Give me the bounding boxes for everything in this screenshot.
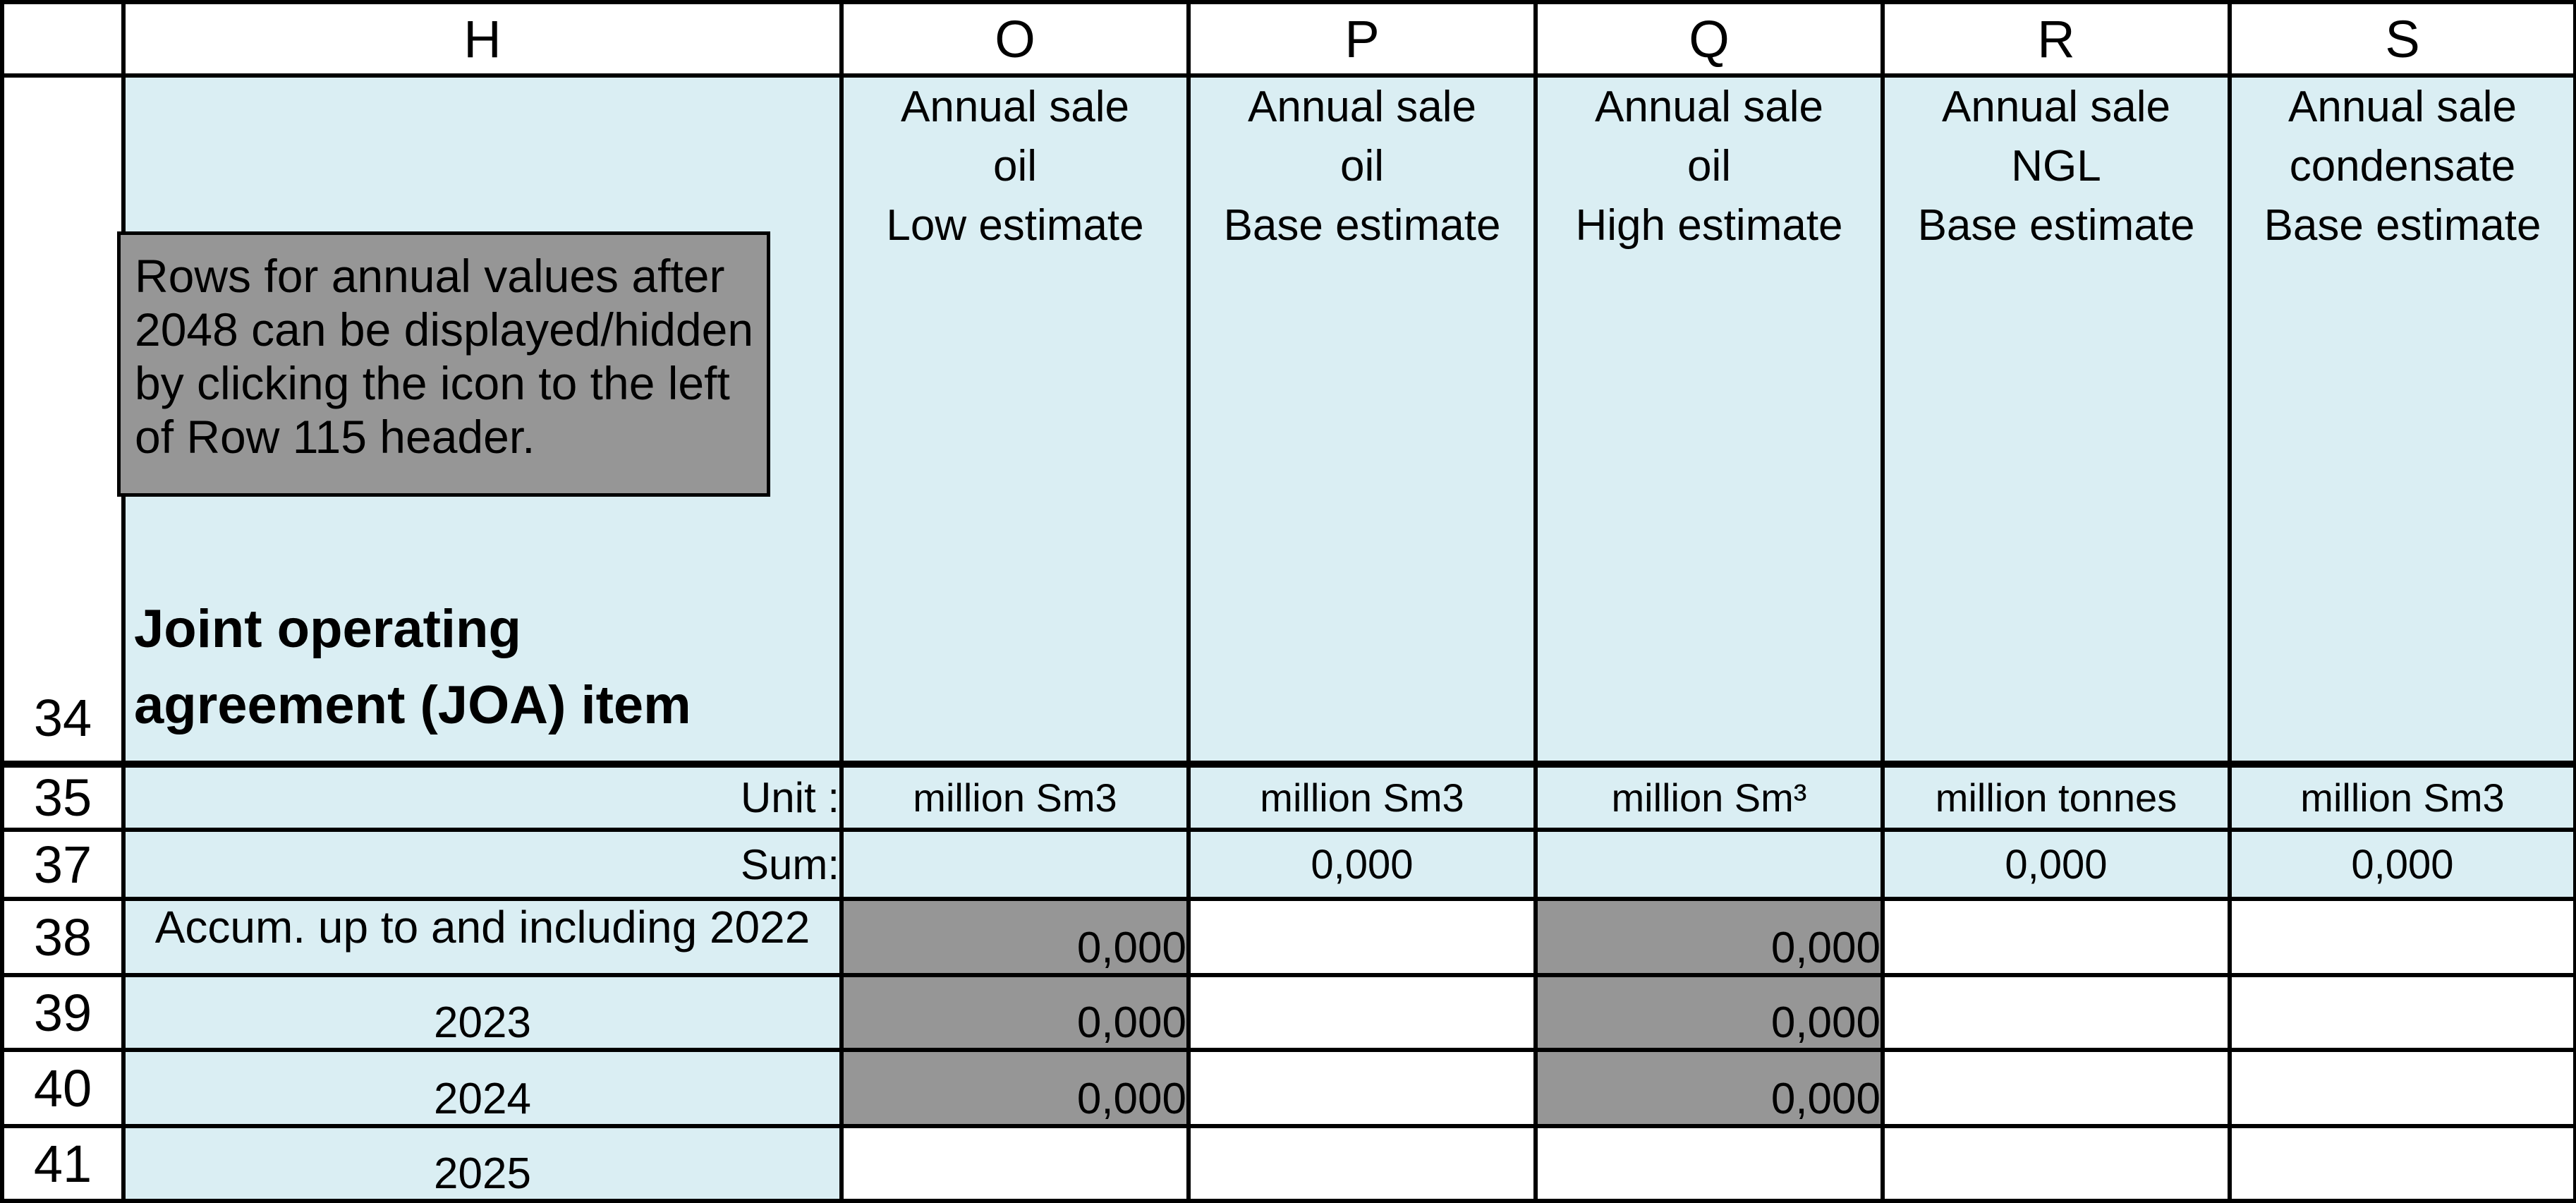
- cell-o38[interactable]: 0,000: [839, 897, 1191, 977]
- sum-row: 37 Sum: 0,000 0,000 0,000: [0, 828, 2576, 901]
- cell-q40[interactable]: 0,000: [1533, 1048, 1885, 1128]
- header-cell-p[interactable]: Annual sale oil Base estimate: [1186, 73, 1538, 768]
- unit-o[interactable]: million Sm3: [839, 762, 1191, 832]
- joa-item-title: Joint operating agreement (JOA) item: [128, 591, 837, 757]
- row-label-accum[interactable]: Accum. up to and including 2022: [121, 897, 844, 977]
- row-header-40[interactable]: 40: [0, 1048, 126, 1128]
- cell-p39[interactable]: [1186, 973, 1538, 1052]
- cell-q38[interactable]: 0,000: [1533, 897, 1885, 977]
- row-header-39[interactable]: 39: [0, 973, 126, 1052]
- joa-title-line-1: Joint operating: [134, 599, 521, 659]
- header-s-line-2: condensate: [2289, 142, 2516, 191]
- cell-q39[interactable]: 0,000: [1533, 973, 1885, 1052]
- column-header-q[interactable]: Q: [1533, 0, 1885, 78]
- cell-o40[interactable]: 0,000: [839, 1048, 1191, 1128]
- header-cell-s[interactable]: Annual sale condensate Base estimate: [2228, 73, 2576, 768]
- cell-r41[interactable]: [1881, 1124, 2232, 1203]
- header-o-line-1: Annual sale: [900, 83, 1130, 131]
- table-row: 41 2025: [0, 1124, 2576, 1203]
- column-header-s[interactable]: S: [2228, 0, 2576, 78]
- cell-p41[interactable]: [1186, 1124, 1538, 1203]
- unit-label[interactable]: Unit :: [121, 762, 844, 832]
- row-header-35[interactable]: 35: [0, 762, 126, 832]
- note-line-2: 2048 can be displayed/hidden: [135, 303, 754, 356]
- row-label-2025[interactable]: 2025: [121, 1124, 844, 1203]
- cell-s41[interactable]: [2228, 1124, 2576, 1203]
- header-o-line-2: oil: [992, 142, 1038, 191]
- unit-s[interactable]: million Sm3: [2228, 762, 2576, 832]
- sum-p[interactable]: 0,000: [1186, 828, 1538, 901]
- cell-s38[interactable]: [2228, 897, 2576, 977]
- sum-r[interactable]: 0,000: [1881, 828, 2232, 901]
- header-s-line-1: Annual sale: [2288, 83, 2517, 131]
- header-q-line-2: oil: [1687, 142, 1732, 191]
- select-all-corner[interactable]: [0, 0, 126, 78]
- header-s-line-3: Base estimate: [2264, 201, 2541, 250]
- row-header-34[interactable]: 34: [0, 73, 126, 768]
- note-line-3: by clicking the icon to the left: [135, 357, 730, 409]
- table-row: 39 2023 0,000 0,000: [0, 973, 2576, 1052]
- cell-o41[interactable]: [839, 1124, 1191, 1203]
- column-header-row: H O P Q R S: [0, 0, 2576, 78]
- header-r-line-1: Annual sale: [1941, 83, 2171, 131]
- cell-s40[interactable]: [2228, 1048, 2576, 1128]
- header-r-line-3: Base estimate: [1917, 201, 2195, 250]
- header-cell-q[interactable]: Annual sale oil High estimate: [1533, 73, 1885, 768]
- comment-note-box[interactable]: Rows for annual values after 2048 can be…: [117, 231, 770, 497]
- cell-o39[interactable]: 0,000: [839, 973, 1191, 1052]
- row-header-37[interactable]: 37: [0, 828, 126, 901]
- row-header-38[interactable]: 38: [0, 897, 126, 977]
- header-q-line-3: High estimate: [1575, 201, 1843, 250]
- sum-label[interactable]: Sum:: [121, 828, 844, 901]
- joa-title-line-2: agreement (JOA) item: [134, 675, 691, 735]
- row-label-2024[interactable]: 2024: [121, 1048, 844, 1128]
- column-header-o[interactable]: O: [839, 0, 1191, 78]
- header-p-line-1: Annual sale: [1247, 83, 1477, 131]
- unit-p[interactable]: million Sm3: [1186, 762, 1538, 832]
- note-line-4: of Row 115 header.: [135, 411, 535, 463]
- unit-row: 35 Unit : million Sm3 million Sm3 millio…: [0, 762, 2576, 832]
- column-header-h[interactable]: H: [121, 0, 844, 78]
- table-row: 40 2024 0,000 0,000: [0, 1048, 2576, 1128]
- sum-s[interactable]: 0,000: [2228, 828, 2576, 901]
- header-o-line-3: Low estimate: [886, 201, 1144, 250]
- header-cell-o[interactable]: Annual sale oil Low estimate: [839, 73, 1191, 768]
- cell-r38[interactable]: [1881, 897, 2232, 977]
- note-line-1: Rows for annual values after: [135, 250, 725, 302]
- cell-p40[interactable]: [1186, 1048, 1538, 1128]
- table-row: 38 Accum. up to and including 2022 0,000…: [0, 897, 2576, 977]
- header-cell-r[interactable]: Annual sale NGL Base estimate: [1881, 73, 2232, 768]
- header-p-line-2: oil: [1339, 142, 1385, 191]
- sum-q[interactable]: [1533, 828, 1885, 901]
- cell-r39[interactable]: [1881, 973, 2232, 1052]
- unit-r[interactable]: million tonnes: [1881, 762, 2232, 832]
- row-label-2023[interactable]: 2023: [121, 973, 844, 1052]
- cell-q41[interactable]: [1533, 1124, 1885, 1203]
- unit-q[interactable]: million Sm³: [1533, 762, 1885, 832]
- cell-r40[interactable]: [1881, 1048, 2232, 1128]
- header-p-line-3: Base estimate: [1223, 201, 1501, 250]
- cell-s39[interactable]: [2228, 973, 2576, 1052]
- header-q-line-1: Annual sale: [1594, 83, 1824, 131]
- cell-p38[interactable]: [1186, 897, 1538, 977]
- column-header-r[interactable]: R: [1881, 0, 2232, 78]
- sum-o[interactable]: [839, 828, 1191, 901]
- row-header-41[interactable]: 41: [0, 1124, 126, 1203]
- table-row: 34 Joint operating agreement (JOA) item …: [0, 73, 2576, 768]
- column-header-p[interactable]: P: [1186, 0, 1538, 78]
- header-r-line-2: NGL: [2011, 142, 2101, 191]
